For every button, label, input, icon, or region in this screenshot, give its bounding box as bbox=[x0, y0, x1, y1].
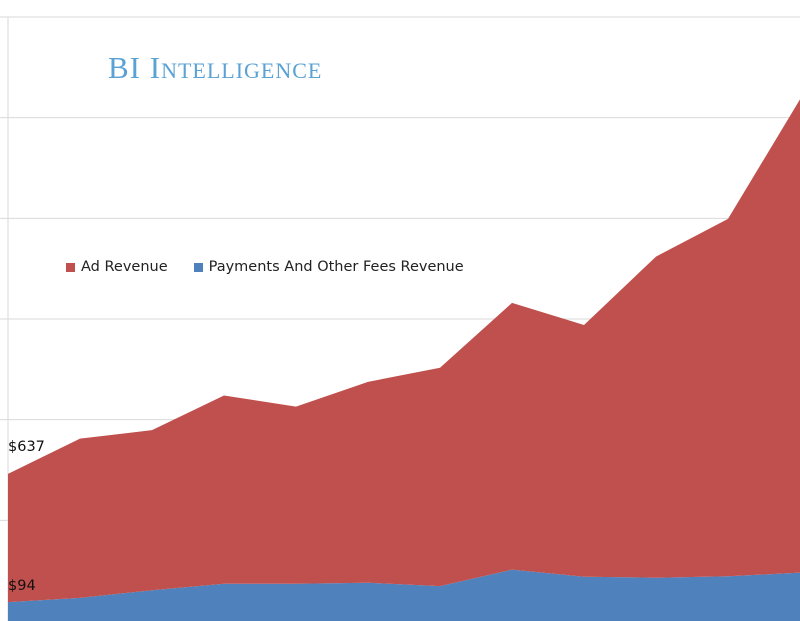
legend-swatch-ad-revenue bbox=[66, 262, 75, 272]
legend-item-ad-revenue: Ad Revenue bbox=[66, 259, 168, 275]
gridlines bbox=[0, 16, 800, 621]
chart-legend: Ad Revenue Payments And Other Fees Reven… bbox=[66, 259, 464, 275]
area-series-ad-revenue bbox=[8, 99, 800, 603]
legend-label-ad-revenue: Ad Revenue bbox=[81, 259, 168, 275]
chart-areas bbox=[8, 99, 800, 621]
legend-item-payments-revenue: Payments And Other Fees Revenue bbox=[193, 259, 464, 275]
area-series-payments-and-other-fees-revenue bbox=[8, 569, 800, 621]
data-label-payments-first: $94 bbox=[8, 578, 36, 594]
legend-swatch-payments-revenue bbox=[193, 262, 203, 272]
legend-label-payments-revenue: Payments And Other Fees Revenue bbox=[208, 259, 464, 275]
brand-logo: BI Intelligence bbox=[108, 50, 323, 85]
data-label-ad-revenue-first: $637 bbox=[8, 439, 45, 455]
